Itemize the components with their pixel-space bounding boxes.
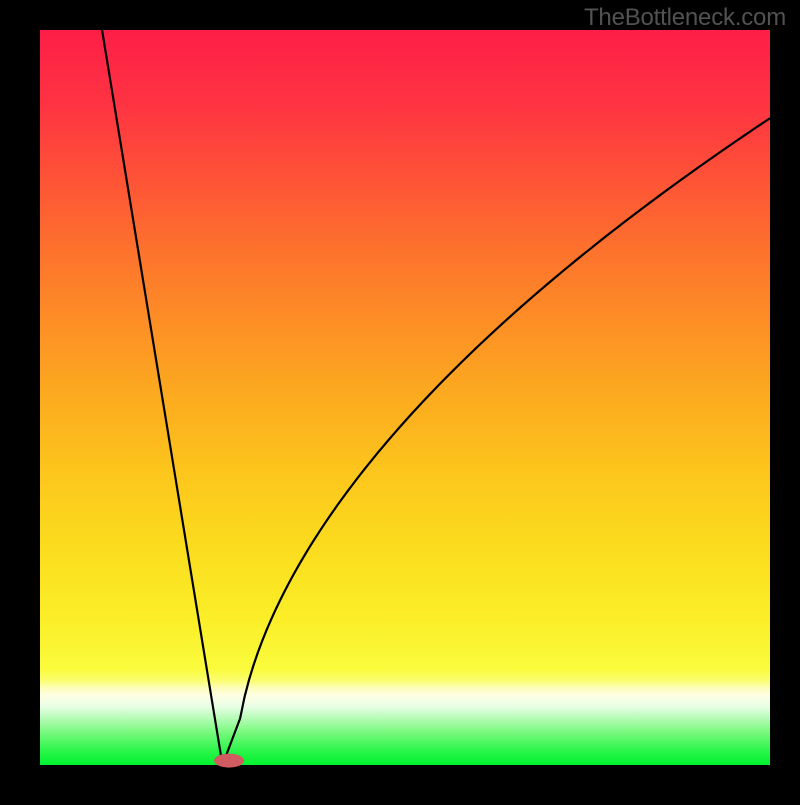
chart-container — [0, 0, 800, 805]
plot-background-gradient — [40, 30, 770, 765]
chart-svg — [0, 0, 800, 800]
optimal-point-marker — [214, 754, 244, 768]
